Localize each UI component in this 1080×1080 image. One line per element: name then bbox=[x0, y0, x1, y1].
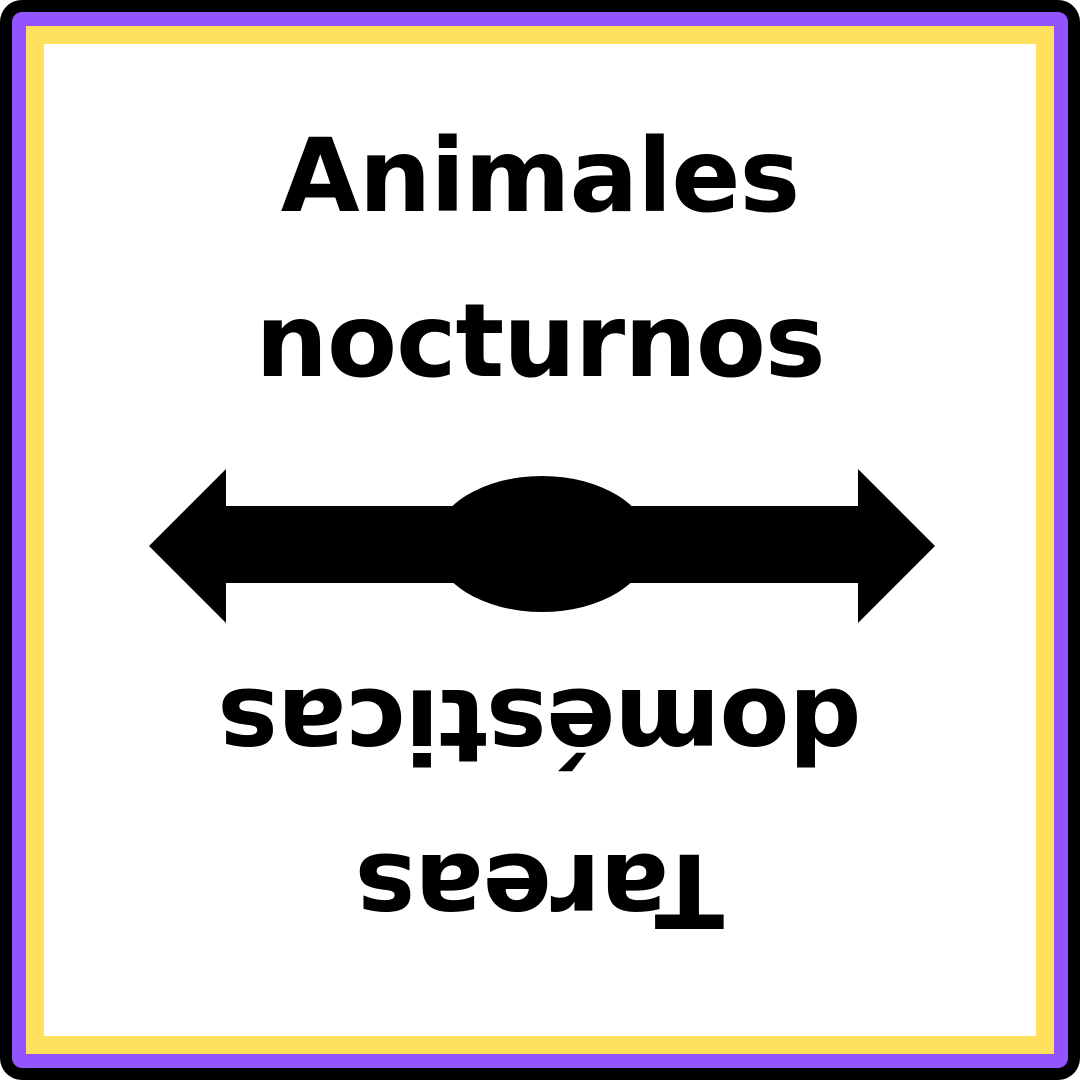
card-purple-frame: Animales nocturnos Tareas domésticas bbox=[12, 12, 1068, 1068]
bottom-topic-label: Tareas domésticas bbox=[44, 642, 1036, 972]
double-headed-arrow-icon bbox=[149, 469, 935, 623]
card-yellow-frame: Animales nocturnos Tareas domésticas bbox=[26, 26, 1054, 1054]
top-topic-label: Animales nocturnos bbox=[44, 94, 1036, 424]
top-topic-line-2: nocturnos bbox=[255, 282, 825, 401]
bottom-topic-line-1: Tareas bbox=[355, 830, 725, 949]
card-panel: Animales nocturnos Tareas domésticas bbox=[44, 44, 1036, 1036]
top-topic-line-1: Animales bbox=[280, 117, 801, 236]
bottom-topic-line-2: domésticas bbox=[218, 665, 862, 784]
